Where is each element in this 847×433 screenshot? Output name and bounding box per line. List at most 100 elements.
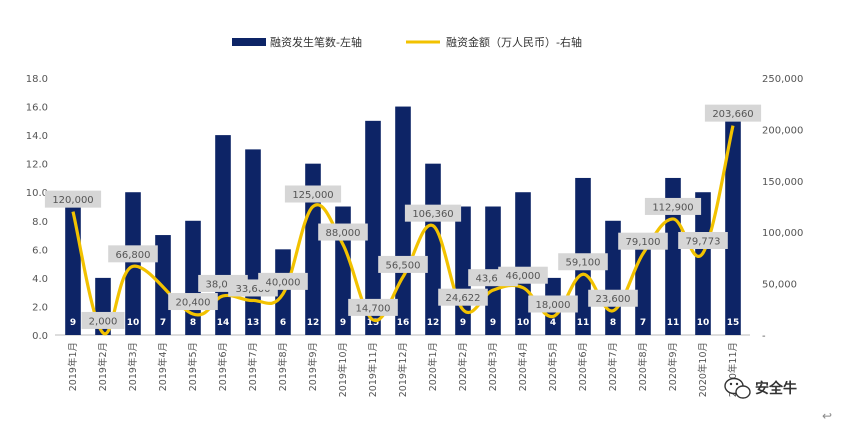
left-axis: 0.0 2.0 4.0 6.0 8.0 10.0 12.0 14.0 16.0 18.0 (26, 74, 48, 342)
left-tick-label: 14.0 (26, 131, 48, 142)
x-tick-label: 2020年8月 (637, 342, 649, 391)
x-tick-label: 2019年6月 (217, 342, 229, 391)
bar (245, 149, 261, 335)
bar (305, 163, 321, 335)
left-tick-label: 8.0 (32, 217, 48, 228)
bar-value-label: 10 (127, 318, 140, 328)
bar-value-label: 10 (697, 318, 710, 328)
line-value-box (558, 253, 608, 271)
bar-value-label: 9 (460, 318, 466, 328)
legend: 融资发生笔数-左轴 融资金额（万人民币）-右轴 (232, 35, 582, 49)
watermark-text: 安全牛 (755, 380, 797, 397)
bar-value-label: 10 (517, 318, 530, 328)
line-value-box (168, 293, 218, 311)
bar-value-label: 9 (70, 318, 76, 328)
line-value-label: 66,800 (116, 250, 151, 261)
line-value-box (704, 104, 762, 122)
line-value-label: 56,500 (386, 260, 421, 271)
x-tick-label: 2020年1月 (427, 342, 439, 391)
line-value-label: 125,000 (292, 190, 333, 201)
line-value-box (348, 298, 398, 316)
line-value-label: 79,100 (626, 237, 661, 248)
line-value-label: 18,000 (536, 300, 571, 311)
line-value-box (678, 231, 728, 249)
bar-value-label: 12 (307, 318, 320, 328)
line-value-box (498, 266, 548, 284)
line-value-label: 79,773 (686, 236, 721, 247)
bar-value-label: 9 (490, 318, 496, 328)
bar-value-label: 4 (550, 318, 556, 328)
left-tick-label: 16.0 (26, 103, 48, 114)
bar-value-label: 6 (280, 318, 286, 328)
line-value-box (81, 311, 125, 329)
x-tick-label: 2020年2月 (457, 342, 469, 391)
x-tick-label: 2019年2月 (97, 342, 109, 391)
line-value-box (588, 289, 638, 307)
right-tick-label: 250,000 (762, 74, 803, 85)
x-tick-label: 2019年7月 (247, 342, 259, 391)
line-value-label: 88,000 (326, 228, 361, 239)
bar-value-label: 11 (577, 318, 590, 328)
legend-label-bar: 融资发生笔数-左轴 (270, 35, 362, 49)
bar-value-label: 13 (247, 318, 260, 328)
line-series: 120,000 2,000 66,800 20,400 38,00033,60040,0… (44, 104, 762, 336)
bar (515, 192, 531, 335)
bar-value-label: 16 (397, 318, 410, 328)
line-value-label: 120,000 (52, 195, 93, 206)
bar-value-label: 8 (610, 318, 616, 328)
line-value-label: 20,400 (176, 298, 211, 309)
line-value-label: 2,000 (89, 316, 118, 327)
bar-value-label: 14 (217, 318, 230, 328)
legend-label-line: 融资金额（万人民币）-右轴 (446, 35, 582, 49)
legend-swatch-bar (232, 38, 266, 46)
line-value-box (318, 223, 368, 241)
bar (365, 120, 381, 335)
bar (665, 177, 681, 335)
line-value-box (258, 272, 308, 290)
bar (695, 192, 711, 335)
line-value-box (644, 197, 702, 215)
bar-value-label: 15 (727, 318, 740, 328)
right-axis: - 50,000 100,000 150,000 200,000 250,000 (762, 74, 803, 342)
x-tick-label: 2020年9月 (667, 342, 679, 391)
left-tick-label: 0.0 (32, 331, 48, 342)
bar-value-label: 9 (340, 318, 346, 328)
bar (65, 206, 81, 335)
line-value-box (44, 190, 102, 208)
line-value-label: 46,000 (506, 271, 541, 282)
watermark: 安全牛 (724, 377, 797, 399)
line-value-label: 106,360 (412, 209, 453, 220)
x-tick-label: 2019年12月 (397, 342, 409, 397)
right-tick-label: - (762, 331, 766, 342)
x-tick-label: 2019年4月 (157, 342, 169, 391)
x-tick-label: 2019年1月 (67, 342, 79, 391)
corner-arrow-icon: ↩ (822, 409, 832, 423)
x-tick-label: 2020年6月 (577, 342, 589, 391)
x-tick-label: 2019年11月 (367, 342, 379, 397)
bar-value-label: 15 (367, 318, 380, 328)
bar-value-label: 11 (667, 318, 680, 328)
left-tick-label: 4.0 (32, 274, 48, 285)
line-value-label: 203,660 (712, 109, 753, 120)
x-tick-label: 2019年10月 (337, 342, 349, 397)
x-tick-label: 2020年10月 (697, 342, 709, 397)
x-tick-label: 2020年3月 (487, 342, 499, 391)
bar-value-label: 8 (190, 318, 196, 328)
bar (725, 120, 741, 335)
line-value-label: 43,600 (476, 274, 511, 285)
left-tick-label: 10.0 (26, 188, 48, 199)
bar-series: 94107814136129151612991041187111015 (65, 106, 741, 335)
line-value-label: 112,900 (652, 202, 693, 213)
line-value-box (378, 255, 428, 273)
x-tick-label: 2019年3月 (127, 342, 139, 391)
left-tick-label: 12.0 (26, 160, 48, 171)
right-tick-label: 150,000 (762, 177, 803, 188)
x-tick-label: 2019年5月 (187, 342, 199, 391)
bar-value-label: 7 (160, 318, 166, 328)
left-tick-label: 18.0 (26, 74, 48, 85)
x-tick-label: 2020年5月 (547, 342, 559, 391)
left-tick-label: 2.0 (32, 302, 48, 313)
right-tick-label: 100,000 (762, 228, 803, 239)
right-tick-label: 200,000 (762, 125, 803, 136)
